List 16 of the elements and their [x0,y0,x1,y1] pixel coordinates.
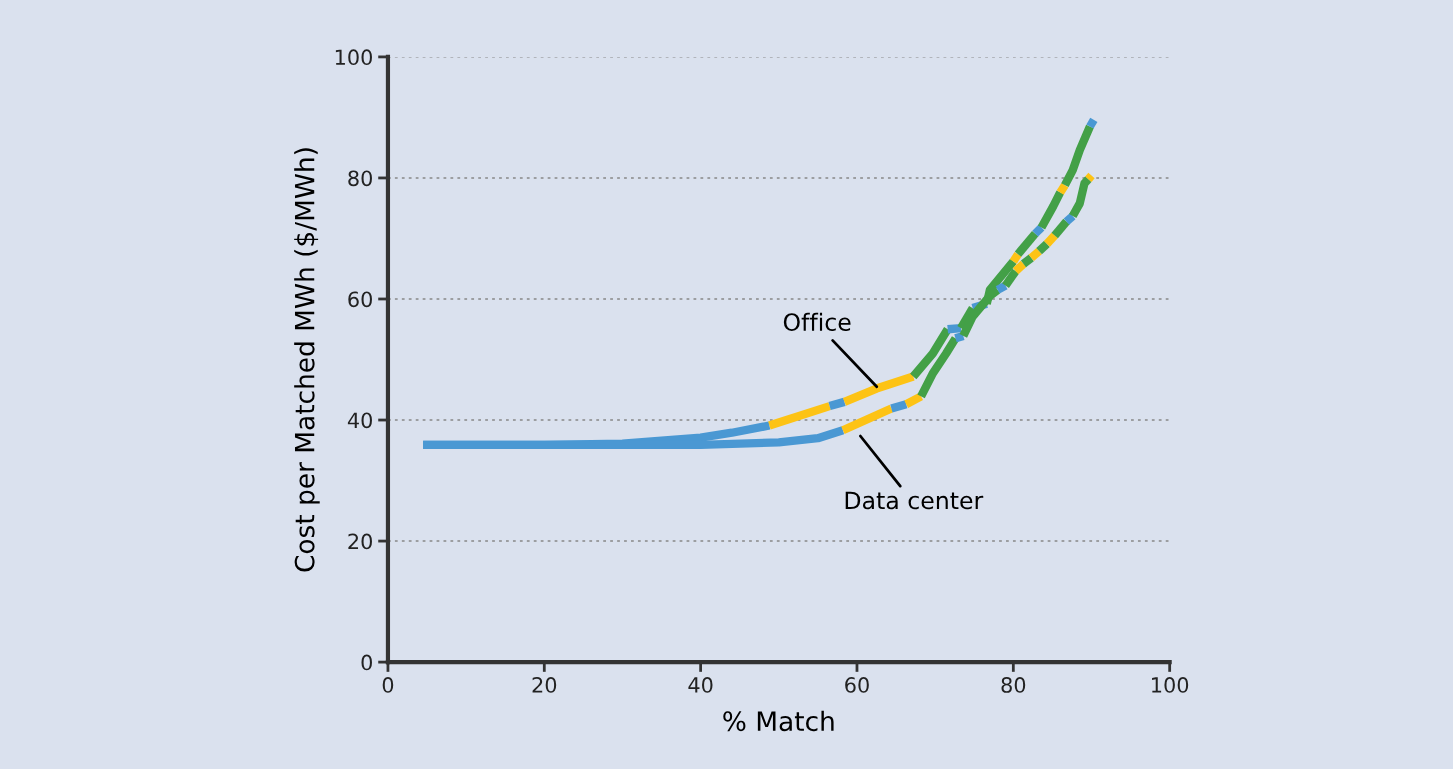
x-tick-label: 60 [845,677,869,693]
y-tick-label: 0 [361,654,372,671]
annotation: Data center [845,491,984,510]
x-tick-label: 20 [532,677,557,693]
x-tick-label: 80 [1001,677,1026,693]
y-axis-title: Cost per Matched MWh ($/MWh) [294,148,320,572]
y-tick-label: 40 [347,412,372,429]
y-tick-label: 80 [348,170,372,187]
y-tick-label: 20 [348,533,372,550]
x-axis-title: % Match [723,710,834,732]
y-tick-label: 100 [335,49,372,66]
x-tick-label: 0 [382,677,394,693]
x-tick-label: 100 [1152,677,1189,693]
x-tick-label: 40 [688,677,713,693]
y-tick-label: 60 [348,291,372,308]
annotation: Office [783,312,851,332]
